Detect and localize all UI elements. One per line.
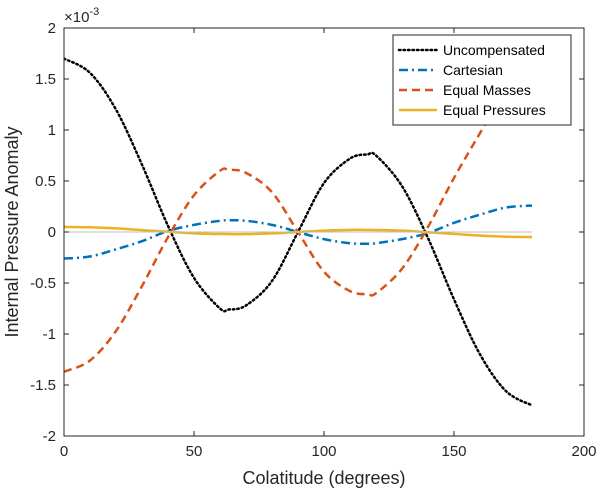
- y-exponent-base: ×10: [64, 9, 89, 26]
- x-tick-label: 100: [311, 443, 336, 460]
- y-axis-exponent: ×10-3: [64, 6, 99, 26]
- y-tick-label: 0: [48, 224, 56, 241]
- y-exponent-power: -3: [89, 6, 99, 18]
- series-line-equal-masses: [64, 119, 489, 373]
- legend: Uncompensated Cartesian Equal Masses Equal …: [392, 34, 572, 126]
- legend-label: Equal Masses: [443, 82, 531, 98]
- x-tick-label: 0: [60, 443, 68, 460]
- y-tick-label: 2: [48, 20, 56, 37]
- y-tick-label: 0.5: [35, 173, 56, 190]
- legend-label: Cartesian: [443, 62, 503, 78]
- ticks-layer: 0 50 100 150 200 -2 -1.5 -1 -0.5 0 0.5 1 1.5 2: [30, 20, 596, 460]
- y-tick-label: 1.5: [35, 71, 56, 88]
- y-tick-label: -1: [43, 326, 56, 343]
- x-axis-label: Colatitude (degrees): [242, 468, 405, 488]
- legend-label: Uncompensated: [443, 42, 545, 58]
- x-tick-label: 150: [441, 443, 466, 460]
- y-tick-label: -1.5: [30, 377, 56, 394]
- y-tick-label: 1: [48, 122, 56, 139]
- x-tick-label: 50: [186, 443, 203, 460]
- y-tick-label: -2: [43, 428, 56, 445]
- x-tick-label: 200: [571, 443, 596, 460]
- legend-label: Equal Pressures: [443, 102, 546, 118]
- y-tick-label: -0.5: [30, 275, 56, 292]
- y-axis-label: Internal Pressure Anomaly: [2, 126, 22, 337]
